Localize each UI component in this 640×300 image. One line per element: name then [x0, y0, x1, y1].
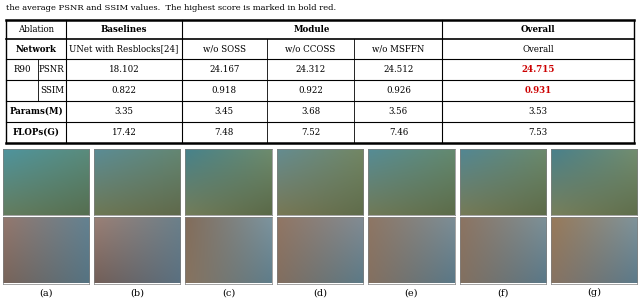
Text: (b): (b): [130, 288, 144, 297]
Text: 24.512: 24.512: [383, 65, 413, 74]
Text: Overall: Overall: [520, 25, 556, 34]
Text: 0.931: 0.931: [524, 86, 552, 95]
Text: (e): (e): [404, 288, 418, 297]
Text: 3.35: 3.35: [115, 106, 134, 116]
Text: PSNR: PSNR: [39, 65, 65, 74]
Text: 3.68: 3.68: [301, 106, 320, 116]
Text: 7.53: 7.53: [529, 128, 547, 136]
Text: Module: Module: [294, 25, 330, 34]
Text: (d): (d): [313, 288, 327, 297]
Text: UNet with Resblocks[24]: UNet with Resblocks[24]: [69, 44, 179, 53]
Text: Network: Network: [16, 44, 56, 53]
Text: 18.102: 18.102: [109, 65, 140, 74]
Text: SSIM: SSIM: [40, 86, 64, 95]
Text: 7.52: 7.52: [301, 128, 320, 136]
Text: 7.48: 7.48: [214, 128, 234, 136]
Text: FLOPs(G): FLOPs(G): [13, 128, 60, 136]
Text: 3.53: 3.53: [529, 106, 547, 116]
Text: 3.56: 3.56: [389, 106, 408, 116]
Text: Ablation: Ablation: [18, 25, 54, 34]
Text: (a): (a): [39, 288, 52, 297]
Text: w/o MSFFN: w/o MSFFN: [372, 44, 424, 53]
Text: (g): (g): [588, 288, 602, 297]
Text: Baselines: Baselines: [100, 25, 147, 34]
Text: 0.922: 0.922: [298, 86, 323, 95]
Text: (f): (f): [497, 288, 509, 297]
Text: (c): (c): [222, 288, 235, 297]
Text: 0.822: 0.822: [111, 86, 136, 95]
Text: Params(M): Params(M): [10, 106, 63, 116]
Text: w/o SOSS: w/o SOSS: [203, 44, 246, 53]
Text: 17.42: 17.42: [111, 128, 136, 136]
Text: w/o CCOSS: w/o CCOSS: [285, 44, 336, 53]
Text: R90: R90: [13, 65, 31, 74]
Text: 24.312: 24.312: [296, 65, 326, 74]
Text: 24.715: 24.715: [521, 65, 555, 74]
Text: the average PSNR and SSIM values.  The highest score is marked in bold red.: the average PSNR and SSIM values. The hi…: [6, 4, 337, 13]
Text: 24.167: 24.167: [209, 65, 239, 74]
Text: 0.918: 0.918: [212, 86, 237, 95]
Text: 3.45: 3.45: [215, 106, 234, 116]
Text: 0.926: 0.926: [386, 86, 411, 95]
Text: 7.46: 7.46: [388, 128, 408, 136]
Text: Overall: Overall: [522, 44, 554, 53]
